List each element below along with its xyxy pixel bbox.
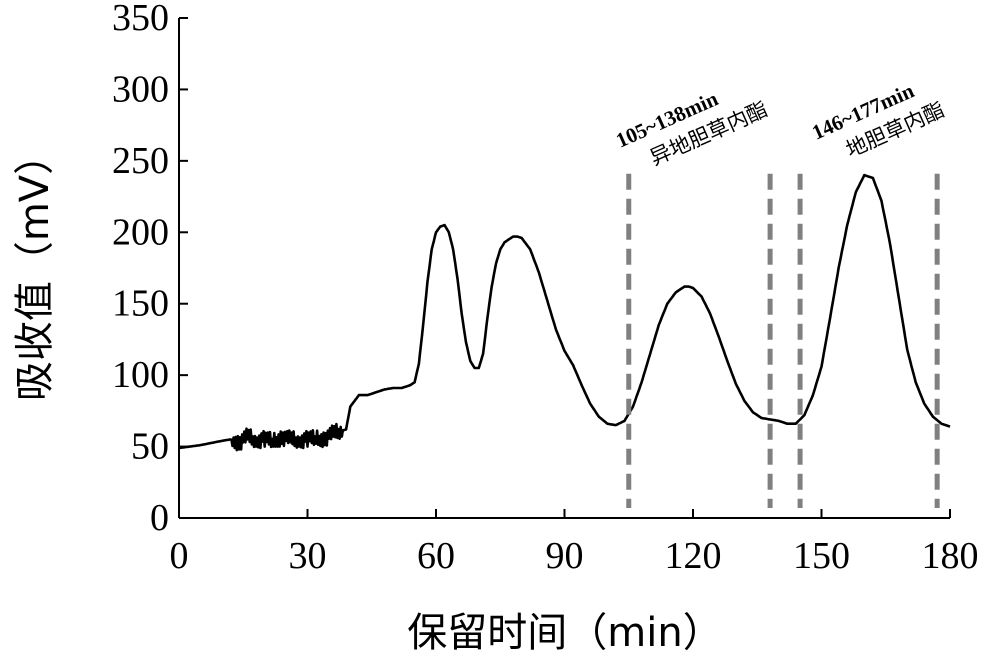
x-tick-label-120: 120 bbox=[665, 535, 722, 577]
y-tick-label-150: 150 bbox=[112, 283, 169, 325]
x-tick-label-180: 180 bbox=[922, 535, 979, 577]
annotation-2: 146~177min 地胆草内酯 bbox=[808, 78, 948, 162]
x-tick-label-90: 90 bbox=[546, 535, 584, 577]
y-tick-label-200: 200 bbox=[112, 211, 169, 253]
plot-marks bbox=[178, 173, 951, 508]
annotation-1: 105~138min 异地胆草内酯 bbox=[612, 86, 771, 170]
y-tick-label-250: 250 bbox=[112, 140, 169, 182]
x-axis-title: 保留时间（min） bbox=[407, 610, 722, 656]
x-tick-label-0: 0 bbox=[170, 535, 189, 577]
x-tick-label-150: 150 bbox=[793, 535, 850, 577]
y-tick-label-50: 50 bbox=[131, 426, 169, 468]
y-tick-label-0: 0 bbox=[150, 497, 169, 539]
y-tick-label-350: 350 bbox=[112, 0, 169, 39]
y-tick-label-300: 300 bbox=[112, 68, 169, 110]
annotations: 105~138min 异地胆草内酯 146~177min 地胆草内酯 bbox=[612, 78, 948, 170]
x-tick-label-30: 30 bbox=[289, 535, 327, 577]
y-axis-title: 吸收值（mV） bbox=[12, 135, 58, 401]
axes: 0 50 100 150 200 250 300 350 0 30 60 90 120 150 180 bbox=[112, 0, 979, 577]
x-tick-label-60: 60 bbox=[417, 535, 455, 577]
y-tick-label-100: 100 bbox=[112, 354, 169, 396]
series-line-0 bbox=[178, 173, 951, 452]
